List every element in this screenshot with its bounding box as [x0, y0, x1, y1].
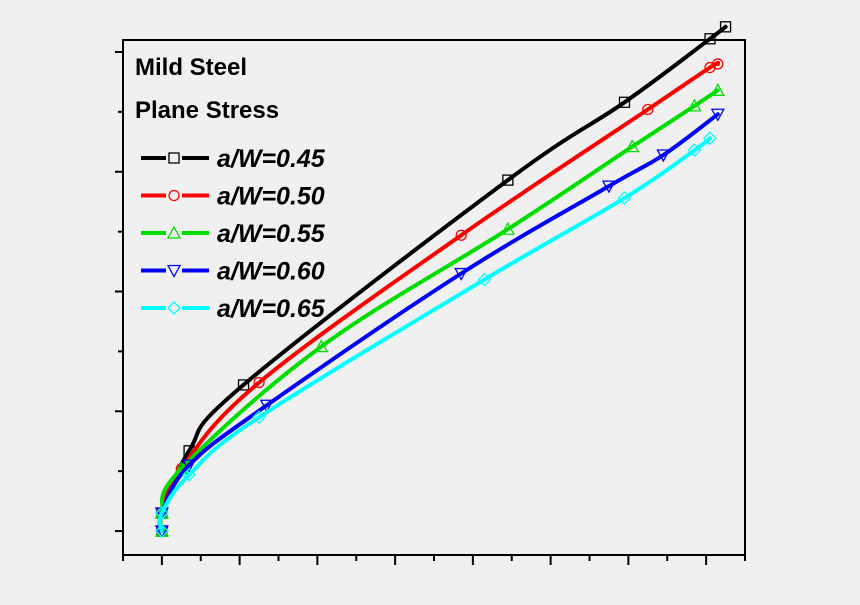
data-point [314, 339, 329, 353]
legend-marker-gap [166, 150, 182, 166]
series-line [157, 136, 712, 533]
legend-item-red: a/W=0.50 [141, 183, 325, 211]
chart-subtitle: Plane Stress [135, 97, 279, 124]
legend-item-black: a/W=0.45 [141, 145, 326, 173]
legend-marker [168, 189, 180, 202]
legend-marker [168, 152, 180, 164]
legend-label: a/W=0.45 [217, 145, 326, 173]
series-blue [154, 108, 725, 539]
data-point [617, 191, 632, 206]
legend-marker-gap [166, 225, 182, 241]
axes [115, 39, 746, 565]
data-point [154, 524, 169, 538]
data-point [237, 379, 250, 391]
data-point [656, 149, 671, 163]
data-point [704, 33, 716, 45]
data-point [710, 82, 725, 96]
data-point [687, 143, 702, 158]
legend-marker-gap [166, 300, 182, 316]
data-point [710, 108, 725, 122]
data-point [181, 459, 197, 473]
data-point [154, 506, 169, 521]
data-point [601, 180, 617, 194]
legend-item-cyan: a/W=0.65 [141, 295, 326, 323]
data-point [454, 267, 469, 281]
legend-item-blue: a/W=0.60 [141, 258, 325, 286]
data-point [703, 131, 717, 146]
data-point [687, 98, 702, 112]
legend-label: a/W=0.60 [217, 258, 325, 286]
data-point [154, 507, 169, 521]
data-point [252, 410, 266, 425]
data-point [182, 467, 197, 482]
series-line [157, 112, 720, 533]
chart-title: Mild Steel [135, 54, 247, 81]
legend: a/W=0.45 a/W=0.50 a/W=0.55 a/W=0.60 a/W=0.65 [141, 145, 326, 323]
series-cyan [154, 131, 717, 538]
data-point [712, 58, 724, 70]
series-line [158, 88, 720, 533]
data-point [500, 221, 515, 235]
legend-label: a/W=0.50 [217, 183, 325, 211]
legend-marker-gap [166, 262, 182, 279]
series-line [158, 60, 721, 533]
data-point [719, 21, 732, 33]
data-point [477, 272, 492, 287]
data-point [642, 103, 654, 116]
legend-marker [166, 264, 182, 278]
legend-marker [167, 301, 181, 315]
data-point [502, 174, 514, 186]
legend-marker [166, 225, 182, 239]
legend-marker-gap [166, 187, 182, 204]
legend-item-green: a/W=0.55 [141, 220, 326, 248]
data-point [253, 376, 265, 389]
data-point [618, 96, 631, 108]
data-point [455, 229, 467, 241]
data-point [625, 139, 640, 153]
legend-label: a/W=0.55 [217, 220, 326, 248]
data-point [259, 399, 274, 413]
legend-label: a/W=0.65 [217, 295, 326, 323]
series-layer [154, 21, 732, 539]
